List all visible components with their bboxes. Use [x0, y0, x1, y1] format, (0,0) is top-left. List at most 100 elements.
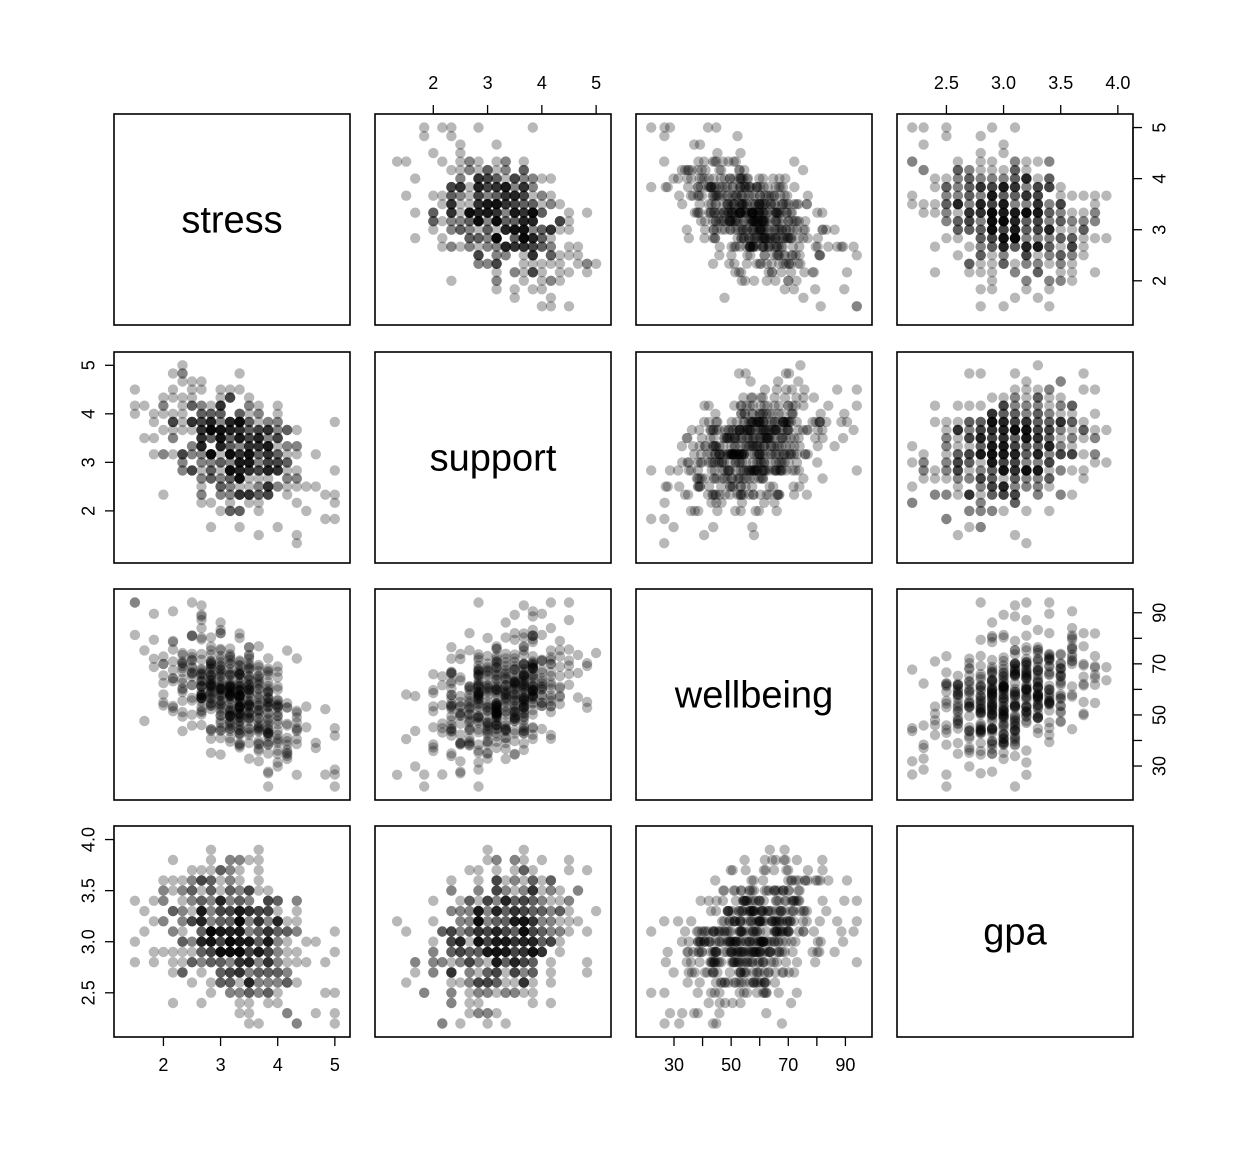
data-point — [167, 368, 179, 379]
data-point — [272, 905, 283, 917]
data-point — [545, 250, 557, 261]
data-point — [986, 632, 998, 644]
data-point — [253, 700, 264, 711]
data-point — [518, 216, 529, 227]
data-point — [1009, 173, 1021, 184]
data-point — [224, 905, 236, 917]
data-point — [518, 224, 529, 235]
data-point — [1101, 662, 1112, 673]
data-point — [716, 224, 728, 235]
data-point — [763, 267, 774, 278]
data-point — [518, 275, 529, 286]
data-point — [205, 747, 217, 758]
data-point — [718, 199, 730, 210]
data-point — [735, 224, 747, 235]
data-point — [215, 392, 226, 403]
data-point — [282, 946, 293, 958]
data-point — [755, 199, 766, 210]
data-point — [986, 216, 998, 227]
data-point — [836, 241, 847, 252]
data-point — [776, 207, 787, 218]
data-point — [158, 449, 169, 460]
data-point — [263, 748, 274, 759]
data-point — [659, 497, 670, 508]
data-point — [554, 199, 566, 210]
data-point — [699, 233, 710, 244]
data-point — [527, 677, 538, 689]
data-point — [473, 207, 484, 218]
data-point — [986, 122, 998, 133]
data-point — [726, 250, 737, 261]
data-point — [714, 241, 725, 252]
data-point — [793, 233, 804, 244]
data-point — [689, 505, 700, 517]
data-point — [1009, 658, 1021, 670]
data-point — [177, 695, 188, 706]
data-point — [253, 720, 264, 731]
data-point — [807, 267, 818, 278]
data-point — [491, 670, 502, 681]
data-point — [735, 207, 746, 218]
data-point — [482, 199, 493, 210]
data-point — [455, 737, 466, 749]
data-point — [710, 181, 722, 193]
data-point — [791, 199, 802, 210]
data-point — [721, 199, 732, 210]
data-point — [272, 987, 283, 998]
data-point — [563, 679, 575, 690]
data-point — [500, 181, 511, 193]
data-point — [177, 926, 188, 937]
data-point — [518, 233, 529, 244]
data-point — [738, 233, 750, 244]
data-point — [1055, 400, 1066, 411]
data-point — [1032, 292, 1044, 303]
data-point — [563, 241, 575, 252]
data-point — [964, 726, 975, 737]
data-point — [491, 216, 502, 227]
data-point — [518, 233, 529, 244]
data-point — [215, 617, 226, 628]
data-point — [755, 190, 766, 201]
data-point — [446, 642, 457, 653]
data-point — [263, 987, 274, 998]
data-point — [929, 465, 941, 476]
data-point — [759, 224, 770, 235]
data-point — [482, 207, 493, 218]
data-point — [683, 233, 694, 244]
data-point — [757, 473, 769, 484]
data-point — [1089, 697, 1101, 709]
data-point — [428, 216, 439, 227]
data-point — [215, 682, 226, 694]
data-point — [810, 241, 821, 252]
data-point — [482, 207, 493, 218]
data-point — [536, 207, 548, 218]
data-point — [964, 400, 975, 411]
data-point — [672, 173, 684, 184]
data-point — [320, 704, 331, 715]
data-point — [500, 241, 511, 252]
data-point — [747, 216, 758, 227]
data-point — [780, 173, 791, 184]
data-point — [527, 216, 538, 227]
data-point — [748, 241, 759, 252]
data-point — [473, 679, 484, 691]
data-point — [500, 173, 511, 184]
data-point — [491, 216, 502, 227]
data-point — [998, 706, 1009, 718]
data-point — [263, 936, 274, 947]
data-point — [129, 384, 141, 395]
data-point — [527, 241, 538, 252]
data-point — [464, 233, 475, 244]
data-point — [215, 926, 226, 937]
data-point — [998, 683, 1009, 694]
data-point — [918, 720, 929, 731]
data-point — [455, 224, 466, 235]
data-point — [1055, 707, 1066, 718]
data-point — [518, 181, 529, 193]
data-point — [545, 199, 557, 210]
data-point — [253, 529, 264, 541]
data-point — [401, 689, 412, 700]
data-point — [527, 224, 538, 235]
data-point — [253, 865, 264, 876]
data-point — [527, 241, 538, 252]
